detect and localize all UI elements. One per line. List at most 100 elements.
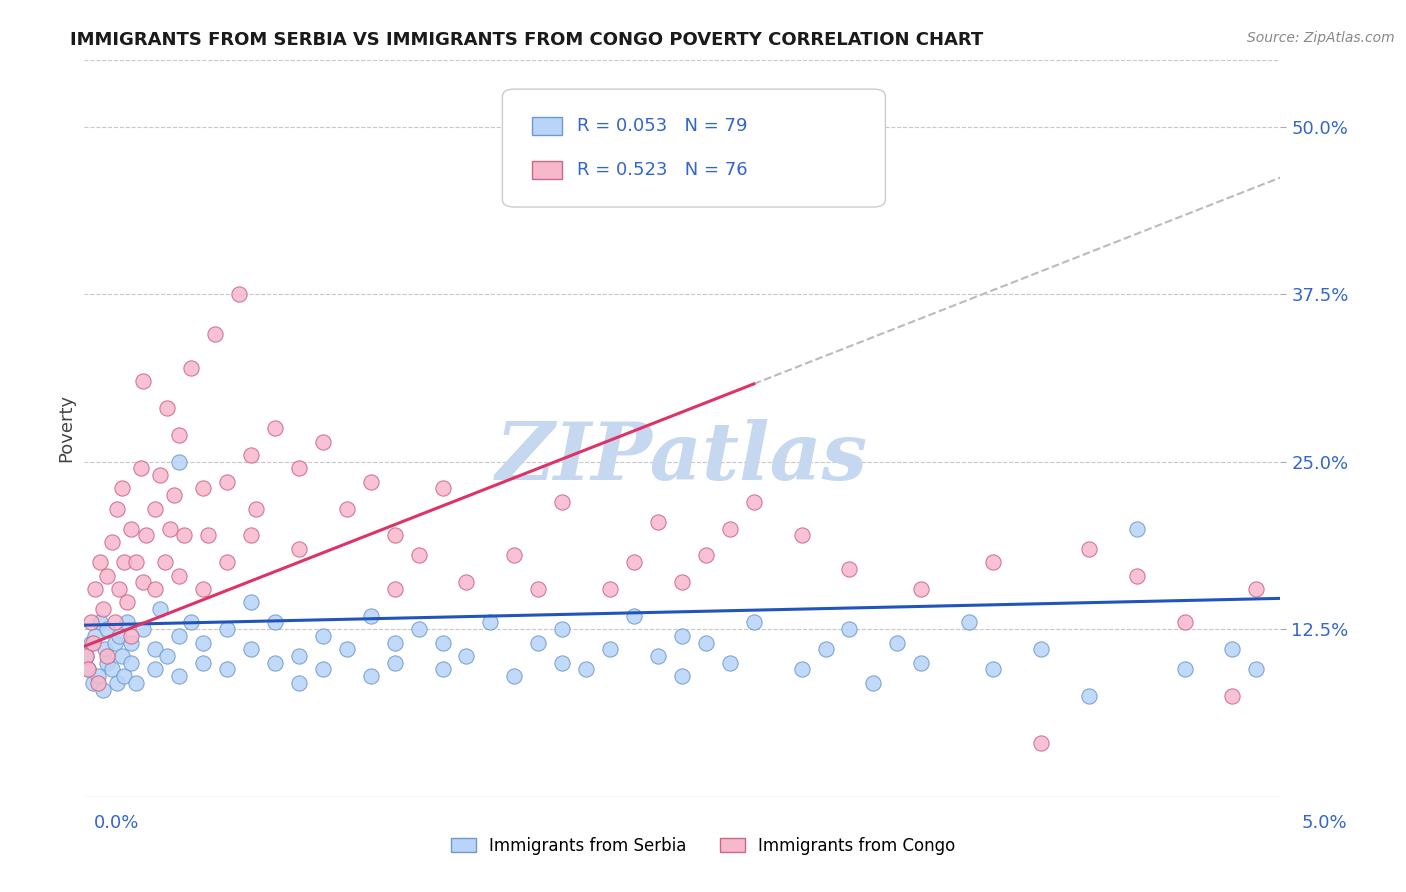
Point	[217, 662, 239, 676]
Point	[384, 635, 406, 649]
FancyBboxPatch shape	[502, 89, 886, 207]
Point	[288, 541, 311, 556]
Point	[527, 635, 550, 649]
Point	[91, 602, 114, 616]
Point	[599, 582, 621, 596]
Point	[197, 528, 219, 542]
Point	[111, 482, 134, 496]
Point	[108, 629, 131, 643]
Point	[153, 555, 176, 569]
Point	[89, 615, 111, 630]
Point	[814, 642, 837, 657]
Point	[503, 549, 526, 563]
Point	[167, 568, 190, 582]
Point	[862, 675, 884, 690]
Point	[135, 528, 157, 542]
Point	[551, 622, 574, 636]
Point	[120, 522, 142, 536]
Point	[551, 656, 574, 670]
Point	[360, 608, 382, 623]
Point	[910, 582, 932, 596]
Point	[173, 528, 195, 542]
Point	[240, 528, 263, 542]
Point	[84, 629, 107, 643]
Point	[1222, 642, 1244, 657]
Point	[551, 495, 574, 509]
Point	[193, 482, 215, 496]
Point	[264, 656, 287, 670]
Point	[312, 434, 335, 449]
Point	[240, 642, 263, 657]
Point	[695, 635, 717, 649]
Point	[105, 501, 128, 516]
Legend: Immigrants from Serbia, Immigrants from Congo: Immigrants from Serbia, Immigrants from …	[444, 830, 962, 862]
Point	[671, 629, 693, 643]
Point	[1246, 662, 1268, 676]
Point	[240, 595, 263, 609]
Text: IMMIGRANTS FROM SERBIA VS IMMIGRANTS FROM CONGO POVERTY CORRELATION CHART: IMMIGRANTS FROM SERBIA VS IMMIGRANTS FRO…	[70, 31, 984, 49]
Point	[360, 475, 382, 489]
Point	[96, 648, 118, 663]
Point	[910, 656, 932, 670]
Point	[790, 528, 813, 542]
Point	[108, 582, 131, 596]
Point	[125, 675, 148, 690]
Point	[132, 374, 155, 388]
Point	[87, 675, 110, 690]
Point	[408, 549, 430, 563]
Point	[742, 495, 765, 509]
Point	[240, 448, 263, 462]
Point	[167, 428, 190, 442]
Point	[104, 615, 127, 630]
Point	[312, 629, 335, 643]
Point	[288, 648, 311, 663]
Point	[1246, 582, 1268, 596]
Point	[112, 555, 135, 569]
Point	[623, 608, 645, 623]
Point	[75, 648, 97, 663]
Point	[479, 615, 502, 630]
Point	[742, 615, 765, 630]
Point	[80, 635, 103, 649]
Point	[149, 602, 172, 616]
Point	[288, 675, 311, 690]
Point	[1125, 568, 1147, 582]
Point	[193, 656, 215, 670]
Point	[981, 662, 1004, 676]
Y-axis label: Poverty: Poverty	[58, 394, 75, 462]
Point	[336, 501, 359, 516]
Point	[432, 662, 454, 676]
Point	[264, 421, 287, 435]
Point	[599, 642, 621, 657]
Point	[1029, 736, 1052, 750]
Point	[217, 555, 239, 569]
Point	[527, 582, 550, 596]
Point	[159, 522, 181, 536]
Point	[132, 622, 155, 636]
Point	[87, 669, 110, 683]
Point	[1222, 689, 1244, 703]
Point	[167, 669, 190, 683]
Point	[101, 535, 124, 549]
Point	[432, 482, 454, 496]
Point	[167, 629, 190, 643]
Point	[456, 648, 478, 663]
Point	[111, 648, 134, 663]
Point	[129, 461, 152, 475]
Point	[957, 615, 980, 630]
Point	[193, 582, 215, 596]
Point	[718, 522, 741, 536]
Point	[1077, 541, 1099, 556]
Point	[156, 401, 179, 415]
Point	[384, 528, 406, 542]
Point	[384, 656, 406, 670]
Point	[228, 287, 250, 301]
Point	[84, 582, 107, 596]
Point	[671, 575, 693, 590]
Point	[1174, 615, 1197, 630]
Point	[408, 622, 430, 636]
Point	[288, 461, 311, 475]
Point	[112, 669, 135, 683]
Text: 0.0%: 0.0%	[94, 814, 139, 831]
Point	[120, 635, 142, 649]
